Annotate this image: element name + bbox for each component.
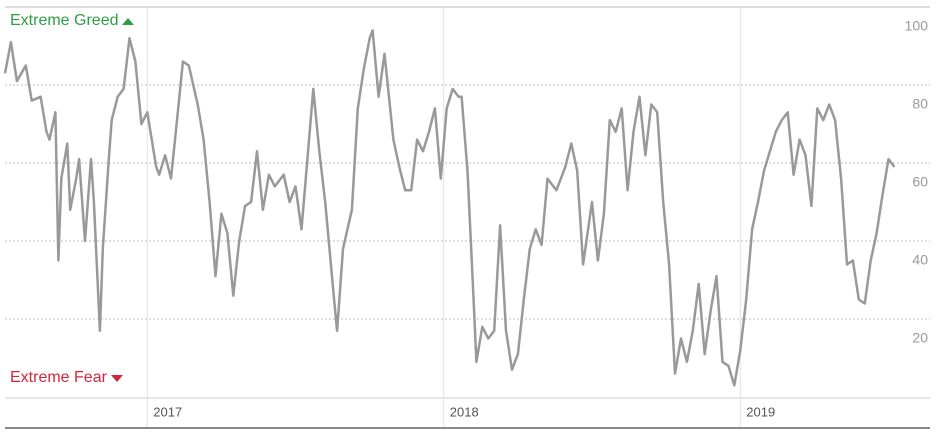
y-tick-label: 20 bbox=[912, 330, 928, 346]
y-tick-label: 80 bbox=[912, 96, 928, 112]
fear-text: Extreme Fear bbox=[10, 369, 107, 386]
greed-text: Extreme Greed bbox=[10, 12, 119, 29]
y-tick-label: 40 bbox=[912, 252, 928, 268]
up-arrow bbox=[122, 17, 135, 25]
x-tick-label: 2017 bbox=[153, 404, 182, 419]
greed-label: Extreme Greed bbox=[10, 12, 135, 30]
fear-label: Extreme Fear bbox=[10, 369, 123, 387]
x-tick-label: 2019 bbox=[746, 404, 775, 419]
line bbox=[3, 29, 896, 387]
y-tick-label: 60 bbox=[912, 174, 928, 190]
y-tick-label: 100 bbox=[905, 18, 929, 34]
down-arrow bbox=[110, 374, 123, 382]
x-tick-label: 2018 bbox=[450, 404, 479, 419]
